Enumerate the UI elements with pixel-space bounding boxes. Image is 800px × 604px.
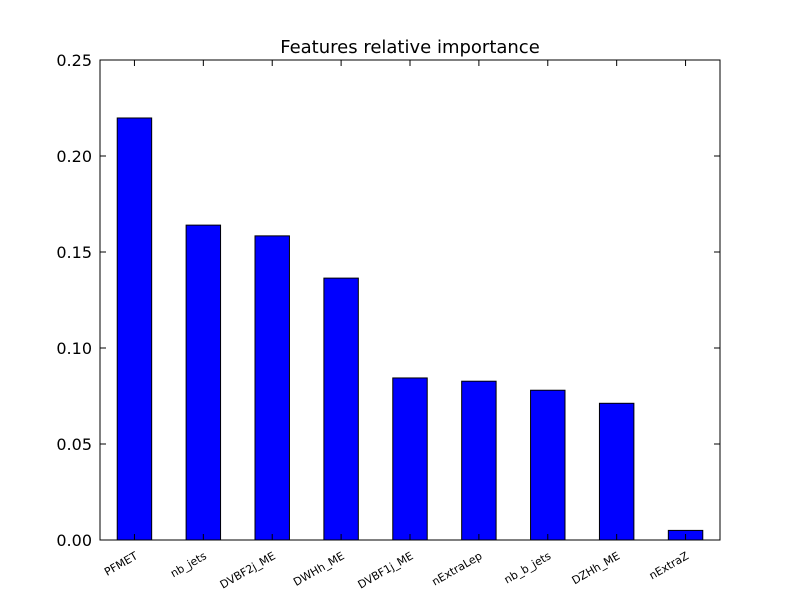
- x-tick-label: nExtraLep: [430, 549, 485, 588]
- x-tick-label: nb_jets: [168, 549, 209, 580]
- bar-nb_b_jets: [530, 389, 566, 541]
- x-tick-labels: PFMET nb_jets DVBF2j_ME DWHh_ME DVBF1j_ME nEx…: [102, 549, 691, 591]
- bar-nExtraLep: [461, 380, 497, 541]
- y-tick-label: 0.15: [56, 243, 92, 262]
- chart-title: Features relative importance: [280, 37, 540, 58]
- bar-PFMET: [116, 117, 153, 541]
- bar-DVBF1j_ME: [392, 377, 428, 541]
- bar-DVBF2j_ME: [254, 235, 290, 541]
- x-tick-label: DZHh_ME: [570, 549, 623, 587]
- bars-layer: [116, 117, 704, 541]
- y-tick-label: 0.20: [56, 147, 92, 166]
- x-tick-label: nb_b_jets: [502, 549, 554, 586]
- x-tick-label: DVBF1j_ME: [356, 549, 416, 591]
- y-tick-labels: 0.00 0.05 0.10 0.15 0.20 0.25: [56, 51, 92, 550]
- bar-DZHh_ME: [598, 402, 635, 541]
- bar-nb_jets: [185, 224, 222, 541]
- x-tick-label: nExtraZ: [647, 549, 692, 582]
- y-tick-label: 0.05: [56, 435, 92, 454]
- x-tick-label: DWHh_ME: [291, 549, 347, 589]
- x-tick-label: DVBF2j_ME: [218, 549, 278, 591]
- bar-DWHh_ME: [323, 277, 359, 541]
- x-tick-label: PFMET: [102, 549, 140, 578]
- y-tick-label: 0.00: [56, 531, 92, 550]
- ticks-layer: [100, 59, 720, 541]
- y-tick-label: 0.10: [56, 339, 92, 358]
- y-tick-label: 0.25: [56, 51, 92, 70]
